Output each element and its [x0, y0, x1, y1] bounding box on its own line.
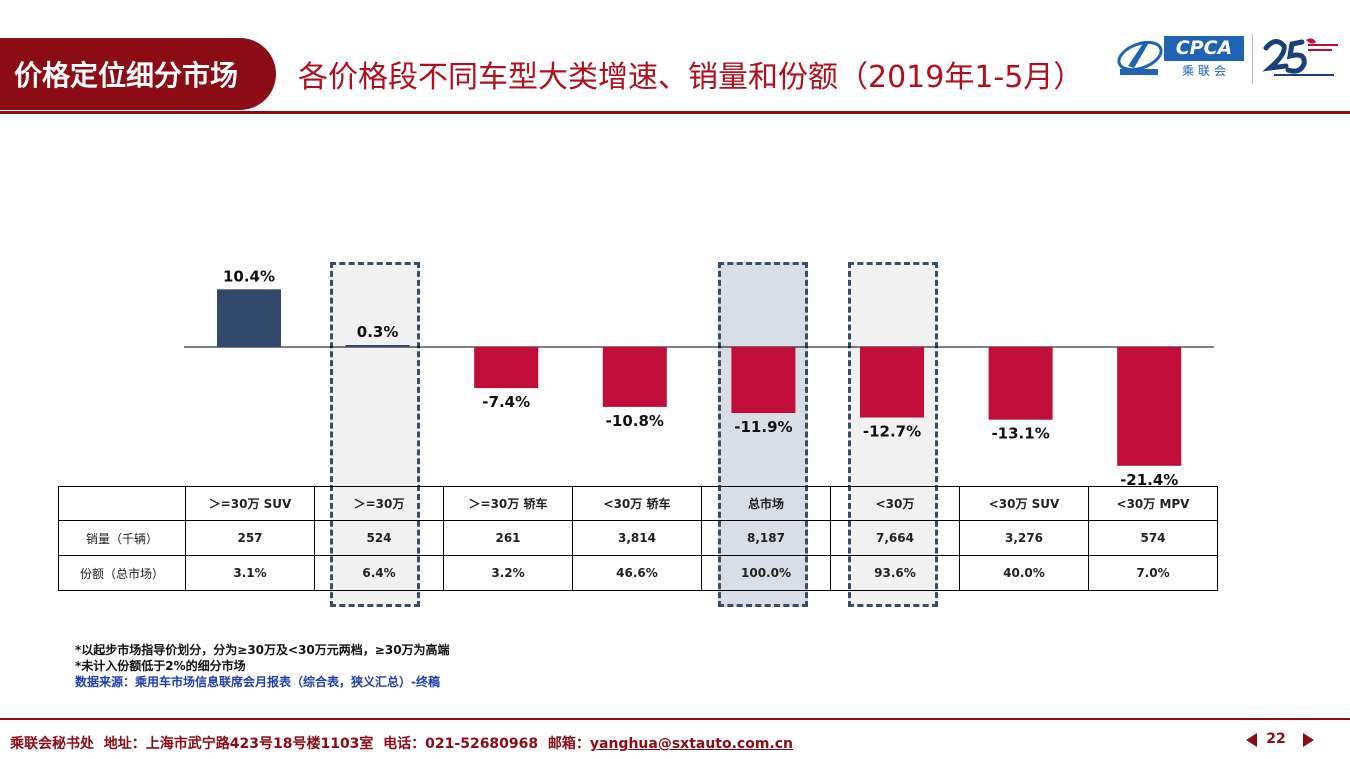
table-header-cell: <30万 轿车 [572, 486, 702, 521]
table-cell: 100.0% [701, 555, 831, 591]
bar-value-label: 10.4% [223, 267, 275, 285]
bars-group [217, 289, 1182, 466]
section-tag [0, 38, 276, 110]
table-cell: 3,814 [572, 520, 702, 556]
table-header-row: ＞=30万 SUV ＞=30万 ＞=30万 轿车 <30万 轿车 总市场 <30… [58, 486, 1218, 521]
bar-4 [731, 347, 796, 413]
footer-divider [0, 718, 1350, 720]
bar-0 [217, 289, 281, 347]
bar-2 [474, 347, 539, 389]
bar-value-label: -13.1% [991, 425, 1049, 443]
bar-5 [860, 347, 924, 418]
data-source-note: 数据来源：乘用车市场信息联席会月报表（综合表，狭义汇总）-终稿 [75, 675, 440, 689]
bar-7 [1117, 347, 1182, 466]
table-cell: 8,187 [701, 520, 831, 556]
footer-phone: 电话：021-52680968 [383, 736, 539, 752]
prev-page-arrow-icon[interactable] [1246, 733, 1257, 747]
table-header-cell: 总市场 [701, 486, 831, 521]
table-cell: 7,664 [830, 520, 960, 556]
table-header-cell: ＞=30万 [314, 486, 444, 521]
bar-value-label: 0.3% [357, 323, 399, 341]
footnote-2: *未计入份额低于2%的细分市场 [75, 659, 246, 673]
anniversary-25-logo [1262, 38, 1338, 76]
table-cell: 7.0% [1088, 555, 1218, 591]
table-header-cell: ＞=30万 SUV [185, 486, 315, 521]
table-cell: 93.6% [830, 555, 960, 591]
bar-value-label: -11.9% [734, 418, 792, 436]
table-cell: 3.2% [443, 555, 573, 591]
table-row-label: 销量（千辆） [58, 520, 186, 556]
bar-value-label: -21.4% [1120, 471, 1178, 489]
bar-value-label: -10.8% [606, 412, 664, 430]
bar-6 [988, 347, 1053, 420]
table-row-sales: 销量（千辆） 257 524 261 3,814 8,187 7,664 3,2… [58, 520, 1218, 556]
logo-divider [1252, 34, 1253, 84]
table-cell: 6.4% [314, 555, 444, 591]
footer-address: 地址：上海市武宁路423号18号楼1103室 [103, 736, 374, 752]
header-divider [0, 111, 1350, 114]
table-header-cell: <30万 MPV [1088, 486, 1218, 521]
table-header-cell: <30万 [830, 486, 960, 521]
cadia-logo [1117, 40, 1163, 75]
footer-contact: 乘联会秘书处 地址：上海市武宁路423号18号楼1103室 电话：021-526… [10, 733, 793, 753]
footer-org: 乘联会秘书处 [10, 736, 94, 752]
footnote-1: *以起步市场指导价划分，分为≥30万及<30万元两档，≥30万为高端 [75, 643, 450, 657]
table-cell: 524 [314, 520, 444, 556]
bar-3 [602, 347, 667, 407]
footer-email-link[interactable]: yanghua@sxtauto.com.cn [589, 736, 794, 752]
next-page-arrow-icon[interactable] [1303, 733, 1314, 747]
page-number: 22 [1266, 731, 1286, 747]
bar-value-label: -7.4% [482, 393, 530, 411]
footer-email-label: 邮箱： [547, 736, 590, 752]
table-cell: 3,276 [959, 520, 1089, 556]
page-title: 各价格段不同车型大类增速、销量和份额（2019年1-5月） [298, 60, 1084, 95]
bar-1 [345, 345, 410, 347]
table-row-label: 份额（总市场） [58, 555, 186, 591]
cpca-logo-subtitle: 乘联会 [1181, 64, 1230, 78]
table-cell: 46.6% [572, 555, 702, 591]
table-header-cell: <30万 SUV [959, 486, 1089, 521]
table-cell: 40.0% [959, 555, 1089, 591]
table-cell: 3.1% [185, 555, 315, 591]
bar-value-label: -12.7% [863, 423, 921, 441]
table-row-share: 份额（总市场） 3.1% 6.4% 3.2% 46.6% 100.0% 93.6… [58, 555, 1218, 591]
sales-share-table: ＞=30万 SUV ＞=30万 ＞=30万 轿车 <30万 轿车 总市场 <30… [58, 486, 1218, 591]
value-labels-group: 10.4% 0.3% -7.4% -10.8% -11.9% -12.7% -13.1% -2… [223, 267, 1178, 489]
cpca-logo: CPCA [1164, 36, 1244, 61]
table-header-cell: ＞=30万 轿车 [443, 486, 573, 521]
table-cell: 257 [185, 520, 315, 556]
table-cell: 574 [1088, 520, 1218, 556]
section-tag-label: 价格定位细分市场 [14, 59, 239, 92]
table-cell: 261 [443, 520, 573, 556]
table-corner-cell [58, 486, 186, 521]
